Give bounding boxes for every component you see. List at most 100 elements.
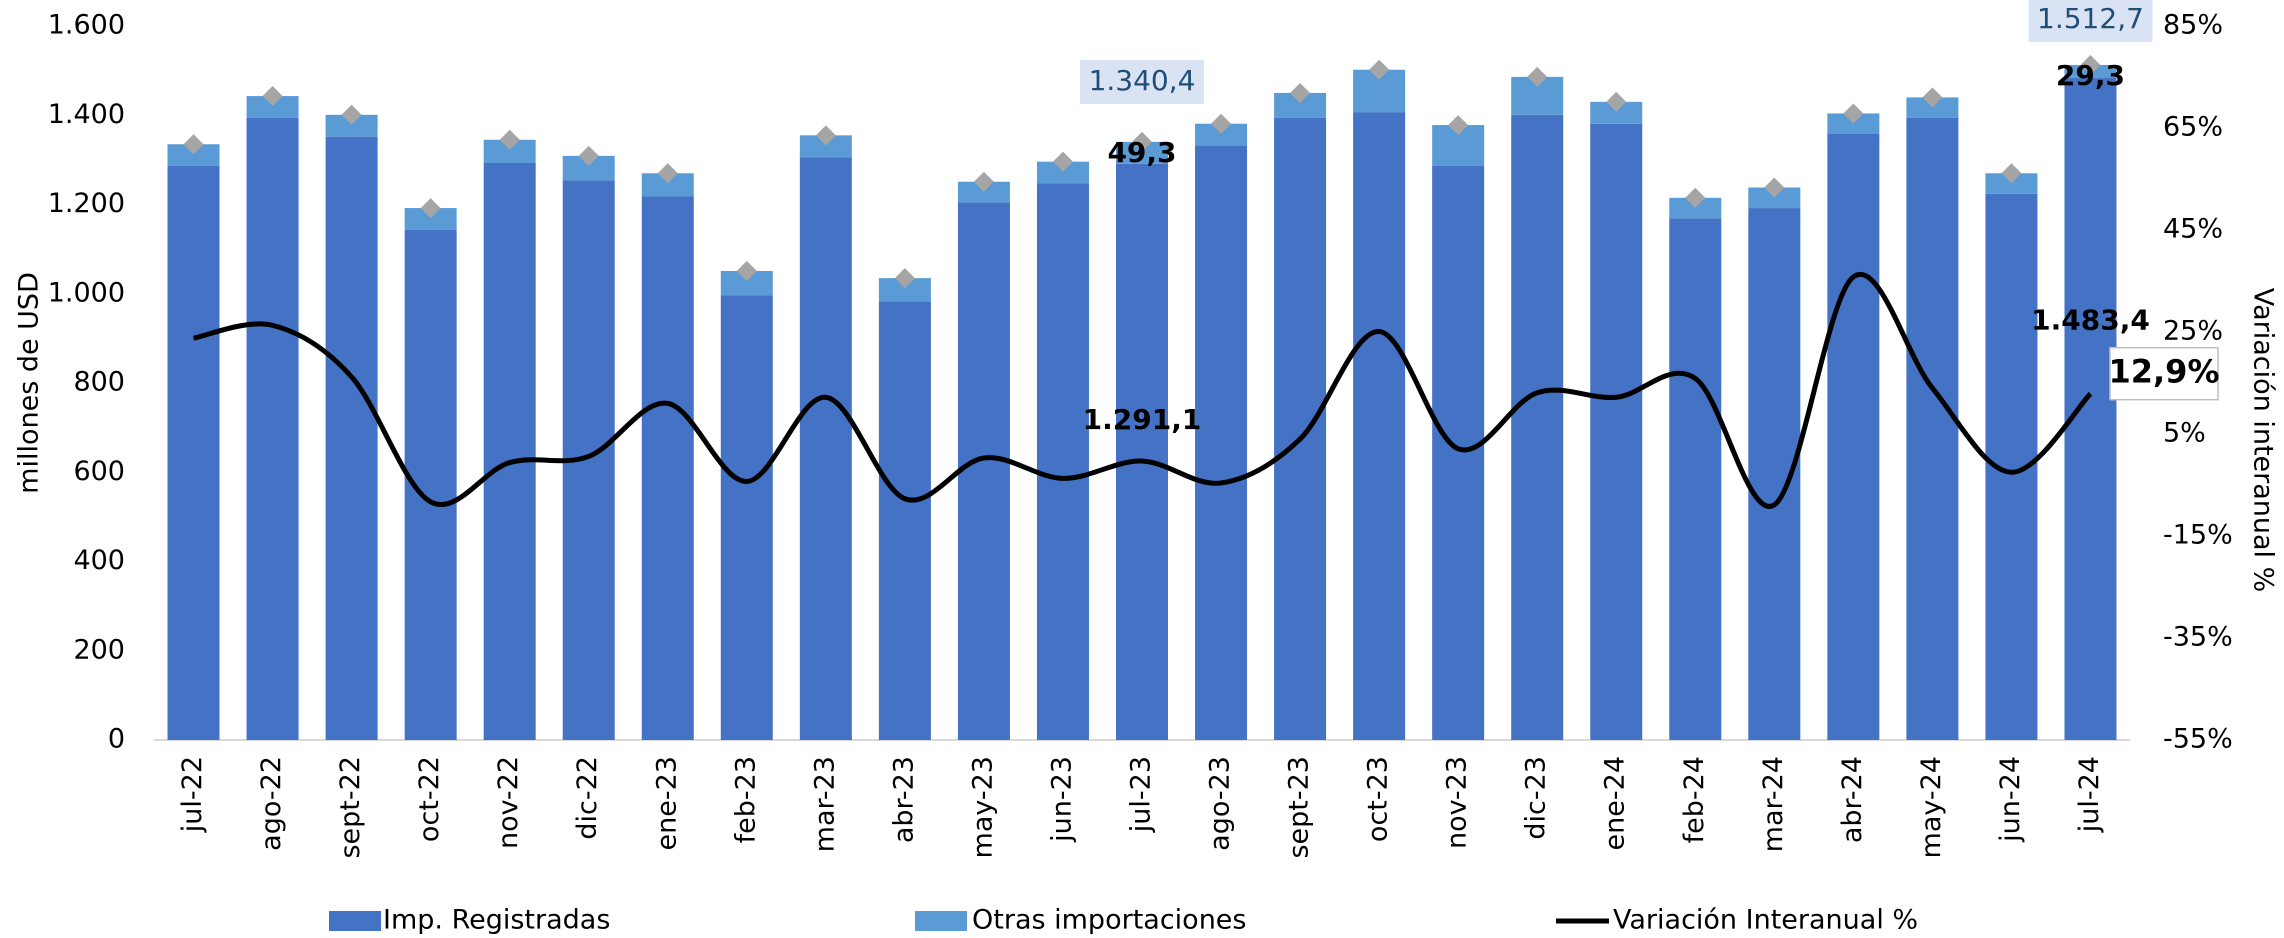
- bar: [878, 301, 931, 740]
- bar: [2064, 78, 2117, 740]
- y2-tick-label: 25%: [2163, 316, 2223, 347]
- x-tick-label: may-24: [1916, 756, 1947, 858]
- bar: [483, 139, 536, 163]
- bar: [1748, 187, 1801, 209]
- y-tick-label: 1.200: [48, 188, 125, 219]
- x-tick-label: ago-22: [256, 756, 287, 851]
- bar: [483, 162, 536, 740]
- legend-swatch: [329, 911, 381, 931]
- bar: [641, 196, 694, 740]
- legend-label: Otras importaciones: [972, 905, 1246, 936]
- total-marker: [341, 104, 362, 125]
- y2-tick-label: -15%: [2163, 520, 2233, 551]
- bar: [1669, 197, 1722, 219]
- y2-tick-label: 45%: [2163, 214, 2223, 245]
- x-tick-label: sept-23: [1284, 756, 1315, 859]
- y2-axis-title: Variación interanual %: [2248, 288, 2279, 593]
- bar: [1669, 218, 1722, 741]
- bar: [167, 144, 220, 166]
- total-marker: [1764, 177, 1785, 198]
- x-tick-label: feb-23: [730, 756, 761, 843]
- value-label: 29,3: [2056, 59, 2125, 92]
- x-tick-label: jul-22: [177, 756, 208, 833]
- bar: [167, 165, 220, 740]
- line: [193, 272, 2093, 509]
- x-tick-label: ene-24: [1600, 756, 1631, 850]
- bar: [1116, 163, 1168, 740]
- total-marker: [894, 268, 915, 289]
- total-marker: [1843, 103, 1864, 124]
- value-label: 49,3: [1107, 136, 1176, 169]
- bar: [404, 208, 457, 230]
- bar: [1036, 161, 1089, 184]
- value-label: 1.291,1: [1083, 403, 1202, 436]
- bar: [720, 295, 773, 740]
- x-tick-label: mar-23: [809, 756, 840, 852]
- bar: [325, 136, 378, 741]
- legend-swatch: [915, 911, 967, 931]
- bar: [799, 157, 852, 740]
- bar: [1195, 123, 1248, 146]
- total-marker: [736, 260, 757, 281]
- legend-label: Imp. Registradas: [383, 905, 610, 936]
- bar: [1353, 112, 1406, 741]
- bar: [1827, 113, 1880, 134]
- bar: [878, 278, 931, 302]
- x-tick-label: sept-22: [335, 756, 366, 859]
- x-tick-label: feb-24: [1679, 756, 1710, 843]
- total-marker: [1211, 113, 1232, 134]
- line-label-box: [2109, 346, 2219, 401]
- y-axis-title: millones de USD: [14, 272, 45, 494]
- x-tick-label: oct-22: [414, 756, 445, 842]
- y-tick-label: 1.600: [48, 10, 125, 41]
- total-marker: [420, 198, 441, 219]
- bar: [1590, 123, 1643, 740]
- bar: [799, 135, 852, 158]
- total-label: 1.340,4: [1089, 64, 1196, 97]
- bar: [1590, 101, 1643, 124]
- x-tick-label: jul-23: [1126, 756, 1157, 833]
- y-tick-label: 0: [108, 724, 125, 755]
- bar: [246, 96, 299, 118]
- x-tick-label: dic-23: [1521, 756, 1552, 840]
- x-tick-label: jun-24: [1995, 756, 2026, 843]
- bar: [1906, 117, 1959, 741]
- y-tick-label: 200: [73, 634, 125, 665]
- x-tick-label: ene-23: [651, 756, 682, 850]
- total-marker: [262, 86, 283, 107]
- total-marker: [1922, 87, 1943, 108]
- legend-label: Variación Interanual %: [1613, 905, 1918, 936]
- bar: [1036, 183, 1089, 740]
- total-marker: [1685, 187, 1706, 208]
- x-tick-label: ago-23: [1205, 756, 1236, 851]
- total-marker: [499, 129, 520, 150]
- x-tick-label: dic-22: [572, 756, 603, 840]
- bar: [957, 202, 1010, 741]
- total-marker: [578, 145, 599, 166]
- bar: [246, 117, 299, 741]
- line-label: 12,9%: [2108, 353, 2219, 391]
- x-tick-label: jun-23: [1046, 756, 1077, 843]
- x-tick-label: may-23: [967, 756, 998, 858]
- value-label: 1.483,4: [2031, 304, 2150, 337]
- total-marker: [1132, 131, 1152, 152]
- x-tick-label: nov-22: [493, 756, 524, 849]
- x-tick-label: mar-24: [1758, 756, 1789, 852]
- y2-tick-label: 5%: [2163, 418, 2206, 449]
- total-label-box: [1080, 59, 1204, 104]
- y2-tick-label: -55%: [2163, 724, 2233, 755]
- x-tick-label: abr-23: [888, 756, 919, 843]
- total-marker: [1052, 151, 1073, 172]
- y-tick-label: 1.000: [48, 277, 125, 308]
- total-marker: [2080, 54, 2101, 75]
- total-marker: [1448, 115, 1469, 136]
- y-tick-label: 800: [73, 367, 125, 398]
- total-marker: [1606, 91, 1627, 112]
- bar: [957, 181, 1010, 203]
- bar: [1827, 133, 1880, 740]
- total-marker: [1369, 59, 1390, 80]
- x-tick-label: nov-23: [1442, 756, 1473, 849]
- total-label-box: [2028, 0, 2153, 42]
- total-marker: [183, 134, 204, 155]
- total-marker: [1527, 66, 1548, 87]
